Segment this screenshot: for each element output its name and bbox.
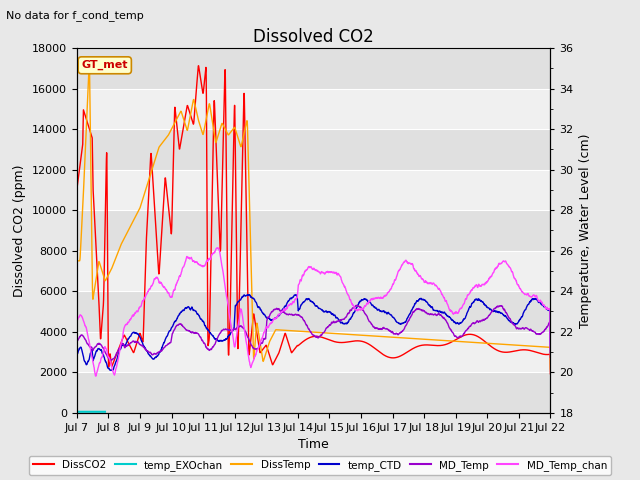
Bar (77, 372, 550, 413)
Text: GT_met: GT_met (81, 60, 128, 71)
Title: Dissolved CO2: Dissolved CO2 (253, 28, 374, 47)
Text: No data for f_cond_temp: No data for f_cond_temp (6, 10, 144, 21)
Legend: DissCO2, temp_EXOchan, DissTemp, temp_CTD, MD_Temp, MD_Temp_chan: DissCO2, temp_EXOchan, DissTemp, temp_CT… (29, 456, 611, 475)
Y-axis label: Temperature, Water Level (cm): Temperature, Water Level (cm) (579, 133, 592, 328)
Bar (77, 129, 550, 169)
Bar (77, 332, 550, 372)
Y-axis label: Dissolved CO2 (ppm): Dissolved CO2 (ppm) (13, 164, 26, 297)
Bar (77, 48, 550, 88)
Bar (77, 251, 550, 291)
Bar (77, 169, 550, 210)
Bar (77, 291, 550, 332)
Bar (77, 210, 550, 251)
X-axis label: Time: Time (298, 438, 329, 451)
Bar (77, 88, 550, 129)
